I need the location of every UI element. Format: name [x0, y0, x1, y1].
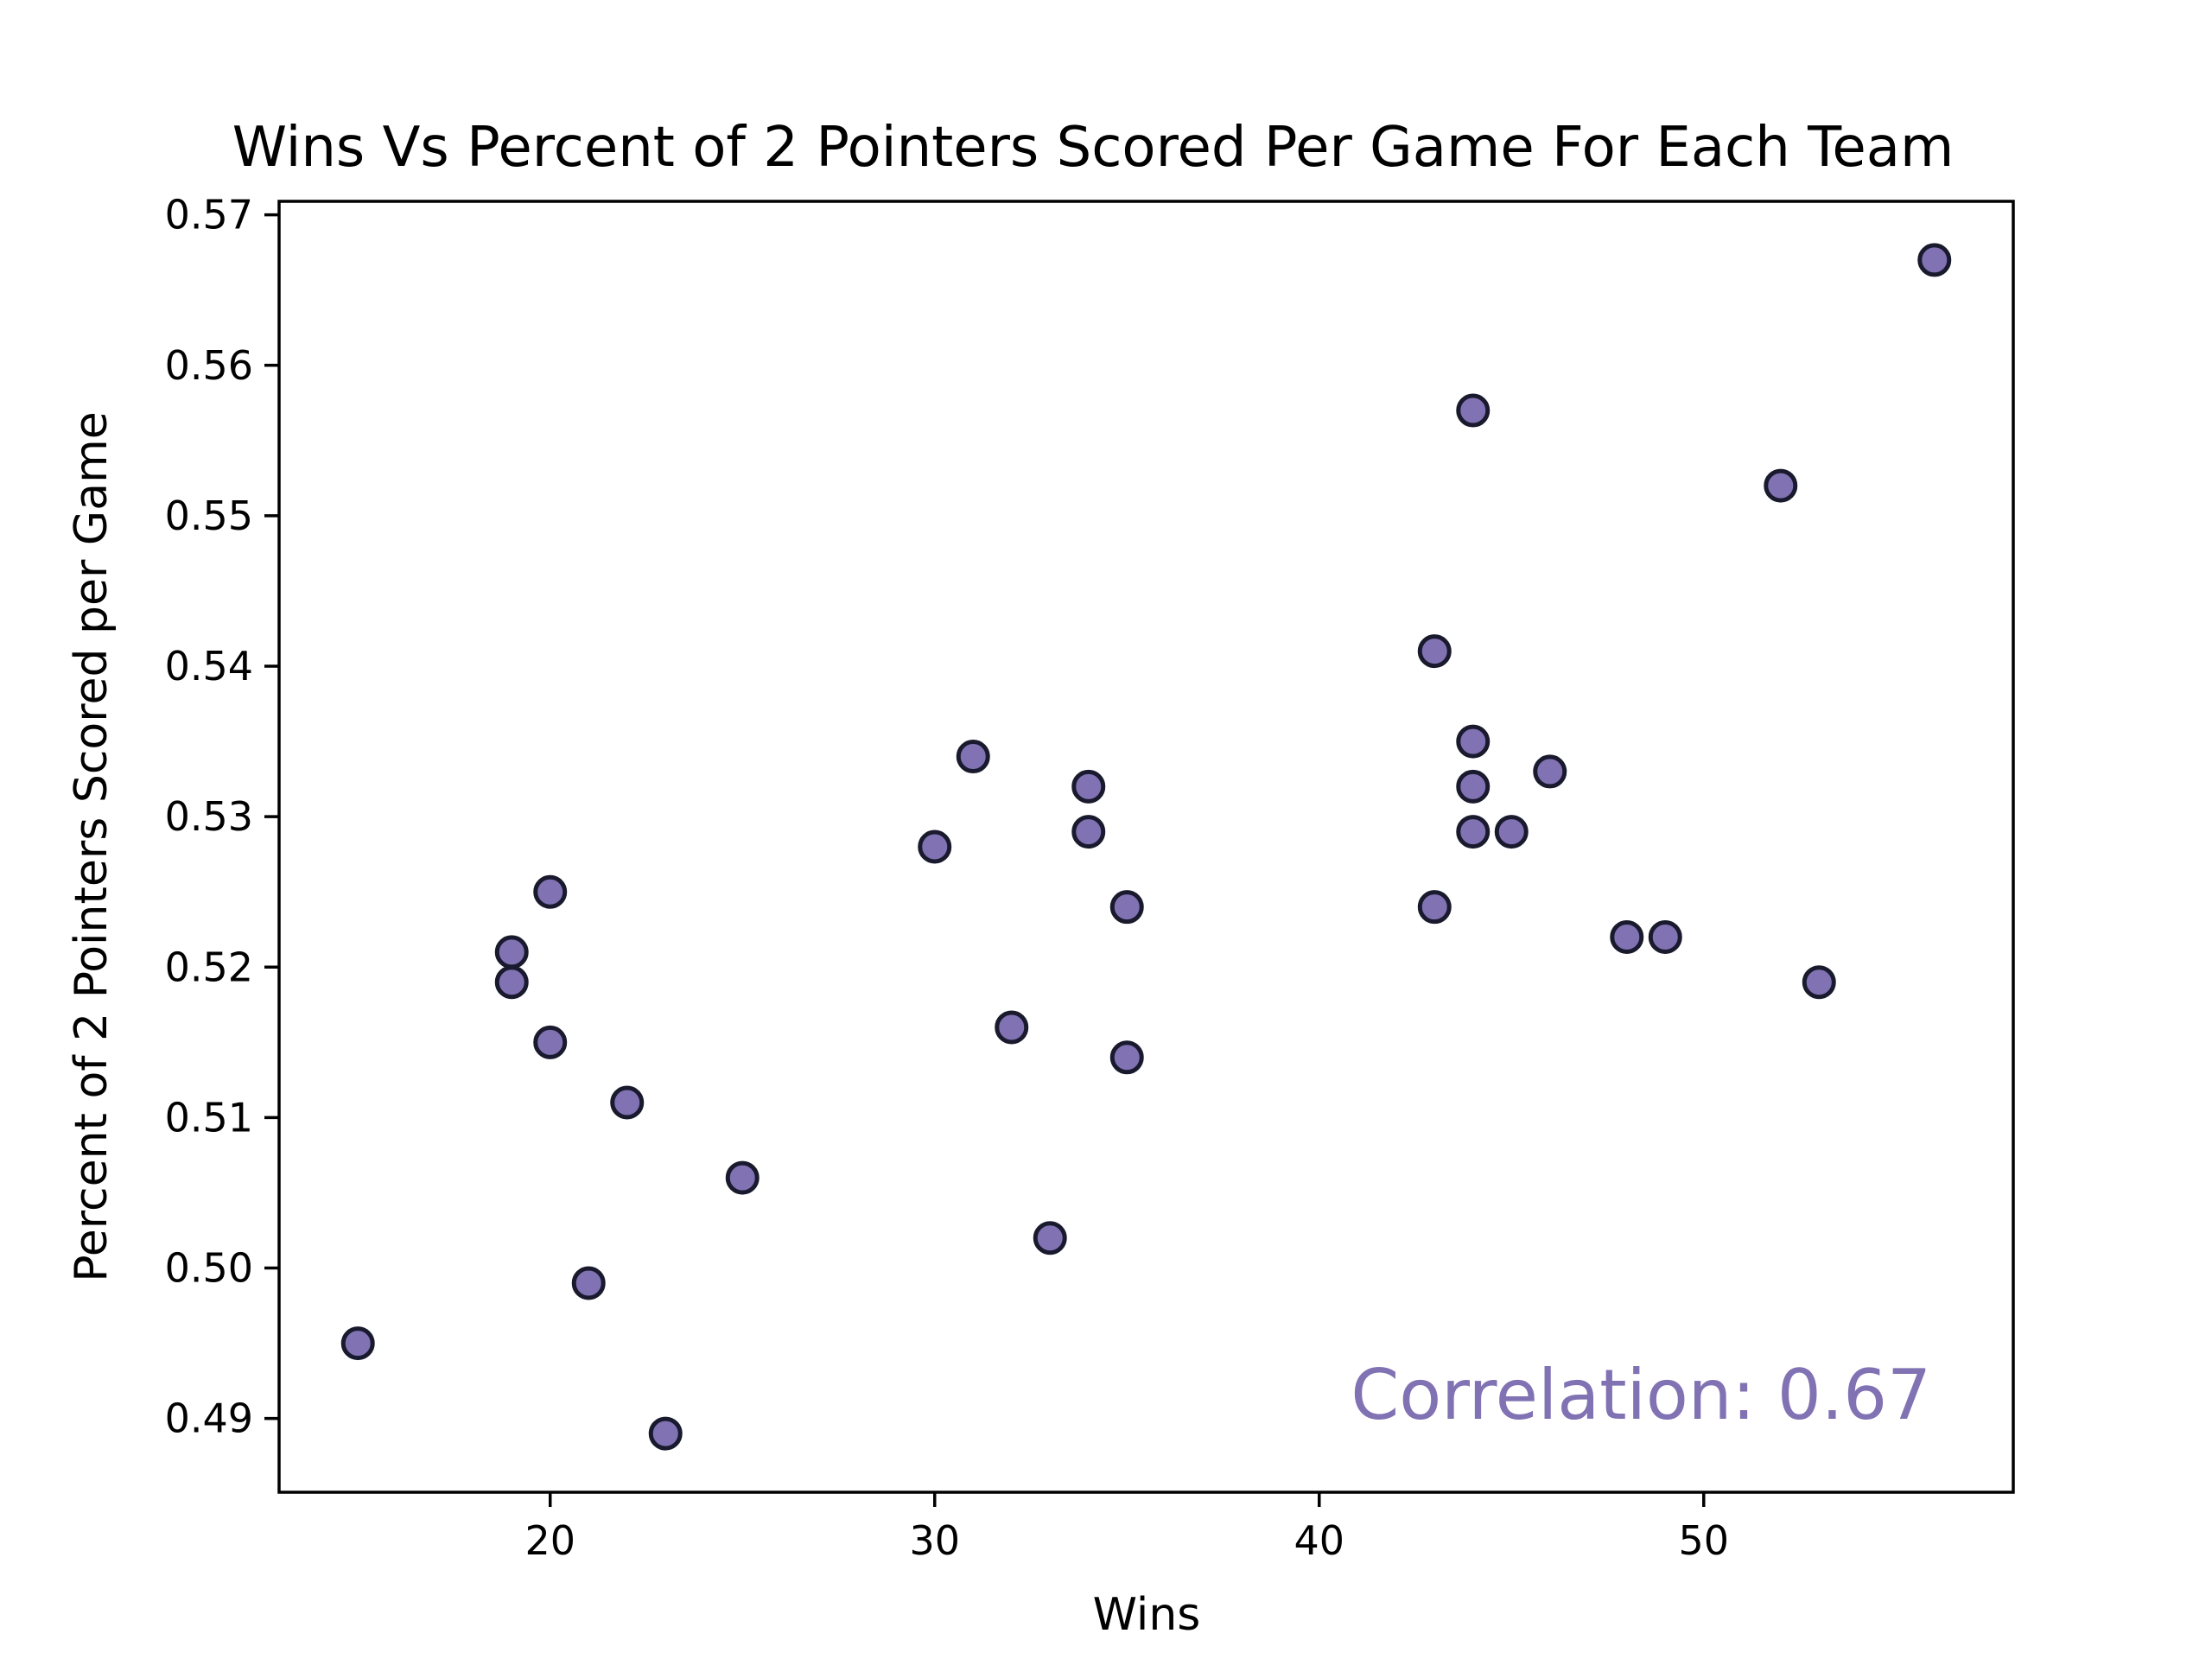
data-point	[1802, 965, 1836, 1000]
data-point	[533, 1025, 568, 1059]
data-point	[1071, 815, 1106, 849]
data-point	[340, 1326, 375, 1361]
data-point	[1109, 890, 1144, 925]
plot-frame	[277, 200, 2015, 1494]
data-point	[1764, 468, 1798, 503]
data-point	[1917, 243, 1952, 277]
data-point	[956, 740, 990, 774]
y-tick-label: 0.49	[165, 1395, 253, 1442]
data-point	[1456, 815, 1491, 849]
data-point	[1417, 890, 1452, 925]
data-point	[1417, 634, 1452, 669]
data-point	[494, 935, 529, 969]
y-tick-label: 0.55	[165, 493, 253, 539]
data-point	[1494, 815, 1529, 849]
data-point	[1533, 754, 1567, 789]
data-points	[340, 243, 1952, 1451]
data-point	[1109, 1040, 1144, 1075]
x-axis-label: Wins	[1093, 1589, 1201, 1641]
data-point	[648, 1416, 683, 1451]
chart-title: Wins Vs Percent of 2 Pointers Scored Per…	[232, 116, 1955, 180]
data-point	[1648, 919, 1682, 954]
data-point	[1456, 393, 1491, 428]
data-point	[571, 1266, 606, 1300]
data-point	[1071, 769, 1106, 804]
x-tick-label: 40	[1294, 1517, 1344, 1564]
y-tick-label: 0.54	[165, 643, 253, 690]
y-tick-label: 0.50	[165, 1245, 253, 1292]
data-point	[918, 830, 952, 864]
data-point	[1456, 769, 1491, 804]
data-point	[610, 1085, 645, 1120]
data-point	[995, 1010, 1029, 1045]
data-point	[494, 965, 529, 1000]
x-tick-label: 20	[524, 1517, 575, 1564]
y-tick-label: 0.56	[165, 342, 253, 389]
data-point	[1610, 919, 1644, 954]
y-tick-label: 0.57	[165, 192, 253, 238]
data-point	[533, 874, 568, 909]
correlation-annotation: Correlation: 0.67	[1351, 1355, 1931, 1435]
y-axis-label: Percent of 2 Pointers Scored per Game	[66, 411, 118, 1281]
y-tick-label: 0.53	[165, 793, 253, 840]
y-tick-label: 0.51	[165, 1094, 253, 1141]
x-tick-label: 30	[909, 1517, 960, 1564]
y-axis: 0.49 0.50 0.51 0.52 0.53 0.54 0.55 0.56 0.57	[165, 192, 279, 1442]
y-tick-label: 0.52	[165, 944, 253, 990]
x-tick-label: 50	[1678, 1517, 1729, 1564]
data-point	[1033, 1221, 1067, 1255]
data-point	[1456, 724, 1491, 759]
data-point	[725, 1160, 760, 1195]
x-axis: 20 30 40 50	[524, 1492, 1729, 1564]
